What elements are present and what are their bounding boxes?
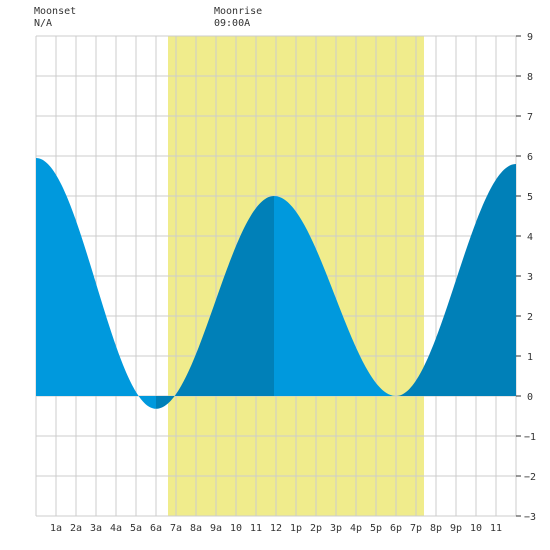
x-tick-label: 4p xyxy=(350,523,362,534)
x-tick-label: 9a xyxy=(210,523,222,534)
y-tick-label: 3 xyxy=(527,272,533,283)
moonrise-label: Moonrise xyxy=(214,6,263,17)
x-tick-label: 3p xyxy=(330,523,342,534)
x-tick-label: 3a xyxy=(90,523,102,534)
y-tick-label: −3 xyxy=(524,512,536,523)
y-tick-label: 9 xyxy=(527,32,533,43)
x-tick-label: 8a xyxy=(190,523,202,534)
x-tick-label: 10 xyxy=(470,523,482,534)
x-tick-label: 11 xyxy=(250,523,262,534)
x-tick-label: 8p xyxy=(430,523,442,534)
y-tick-label: 0 xyxy=(527,392,533,403)
x-tick-label: 1p xyxy=(290,523,302,534)
rising-tide-area xyxy=(396,164,516,396)
x-tick-label: 5p xyxy=(370,523,382,534)
moonset-label: Moonset xyxy=(34,6,77,17)
x-tick-label: 5a xyxy=(130,523,142,534)
y-tick-label: 7 xyxy=(527,112,533,123)
y-tick-label: 2 xyxy=(527,312,533,323)
rising-tide-area xyxy=(156,196,274,409)
x-tick-label: 7p xyxy=(410,523,422,534)
falling-tide-area xyxy=(36,158,156,409)
falling-tide-area xyxy=(274,196,396,396)
y-tick-label: 5 xyxy=(527,192,533,203)
y-tick-label: −1 xyxy=(524,432,536,443)
y-tick-label: 1 xyxy=(527,352,533,363)
x-tick-label: 12 xyxy=(270,523,282,534)
x-tick-label: 6a xyxy=(150,523,162,534)
y-tick-label: −2 xyxy=(524,472,536,483)
x-tick-label: 4a xyxy=(110,523,122,534)
x-tick-label: 2a xyxy=(70,523,82,534)
y-tick-label: 6 xyxy=(527,152,533,163)
x-tick-label: 7a xyxy=(170,523,182,534)
x-tick-label: 6p xyxy=(390,523,402,534)
moonrise-value: 09:00A xyxy=(214,18,251,29)
x-tick-label: 2p xyxy=(310,523,322,534)
x-tick-label: 1a xyxy=(50,523,62,534)
x-tick-label: 11 xyxy=(490,523,502,534)
x-tick-label: 10 xyxy=(230,523,242,534)
y-tick-label: 4 xyxy=(527,232,533,243)
y-tick-label: 8 xyxy=(527,72,533,83)
moonset-value: N/A xyxy=(34,18,53,29)
x-tick-label: 9p xyxy=(450,523,462,534)
